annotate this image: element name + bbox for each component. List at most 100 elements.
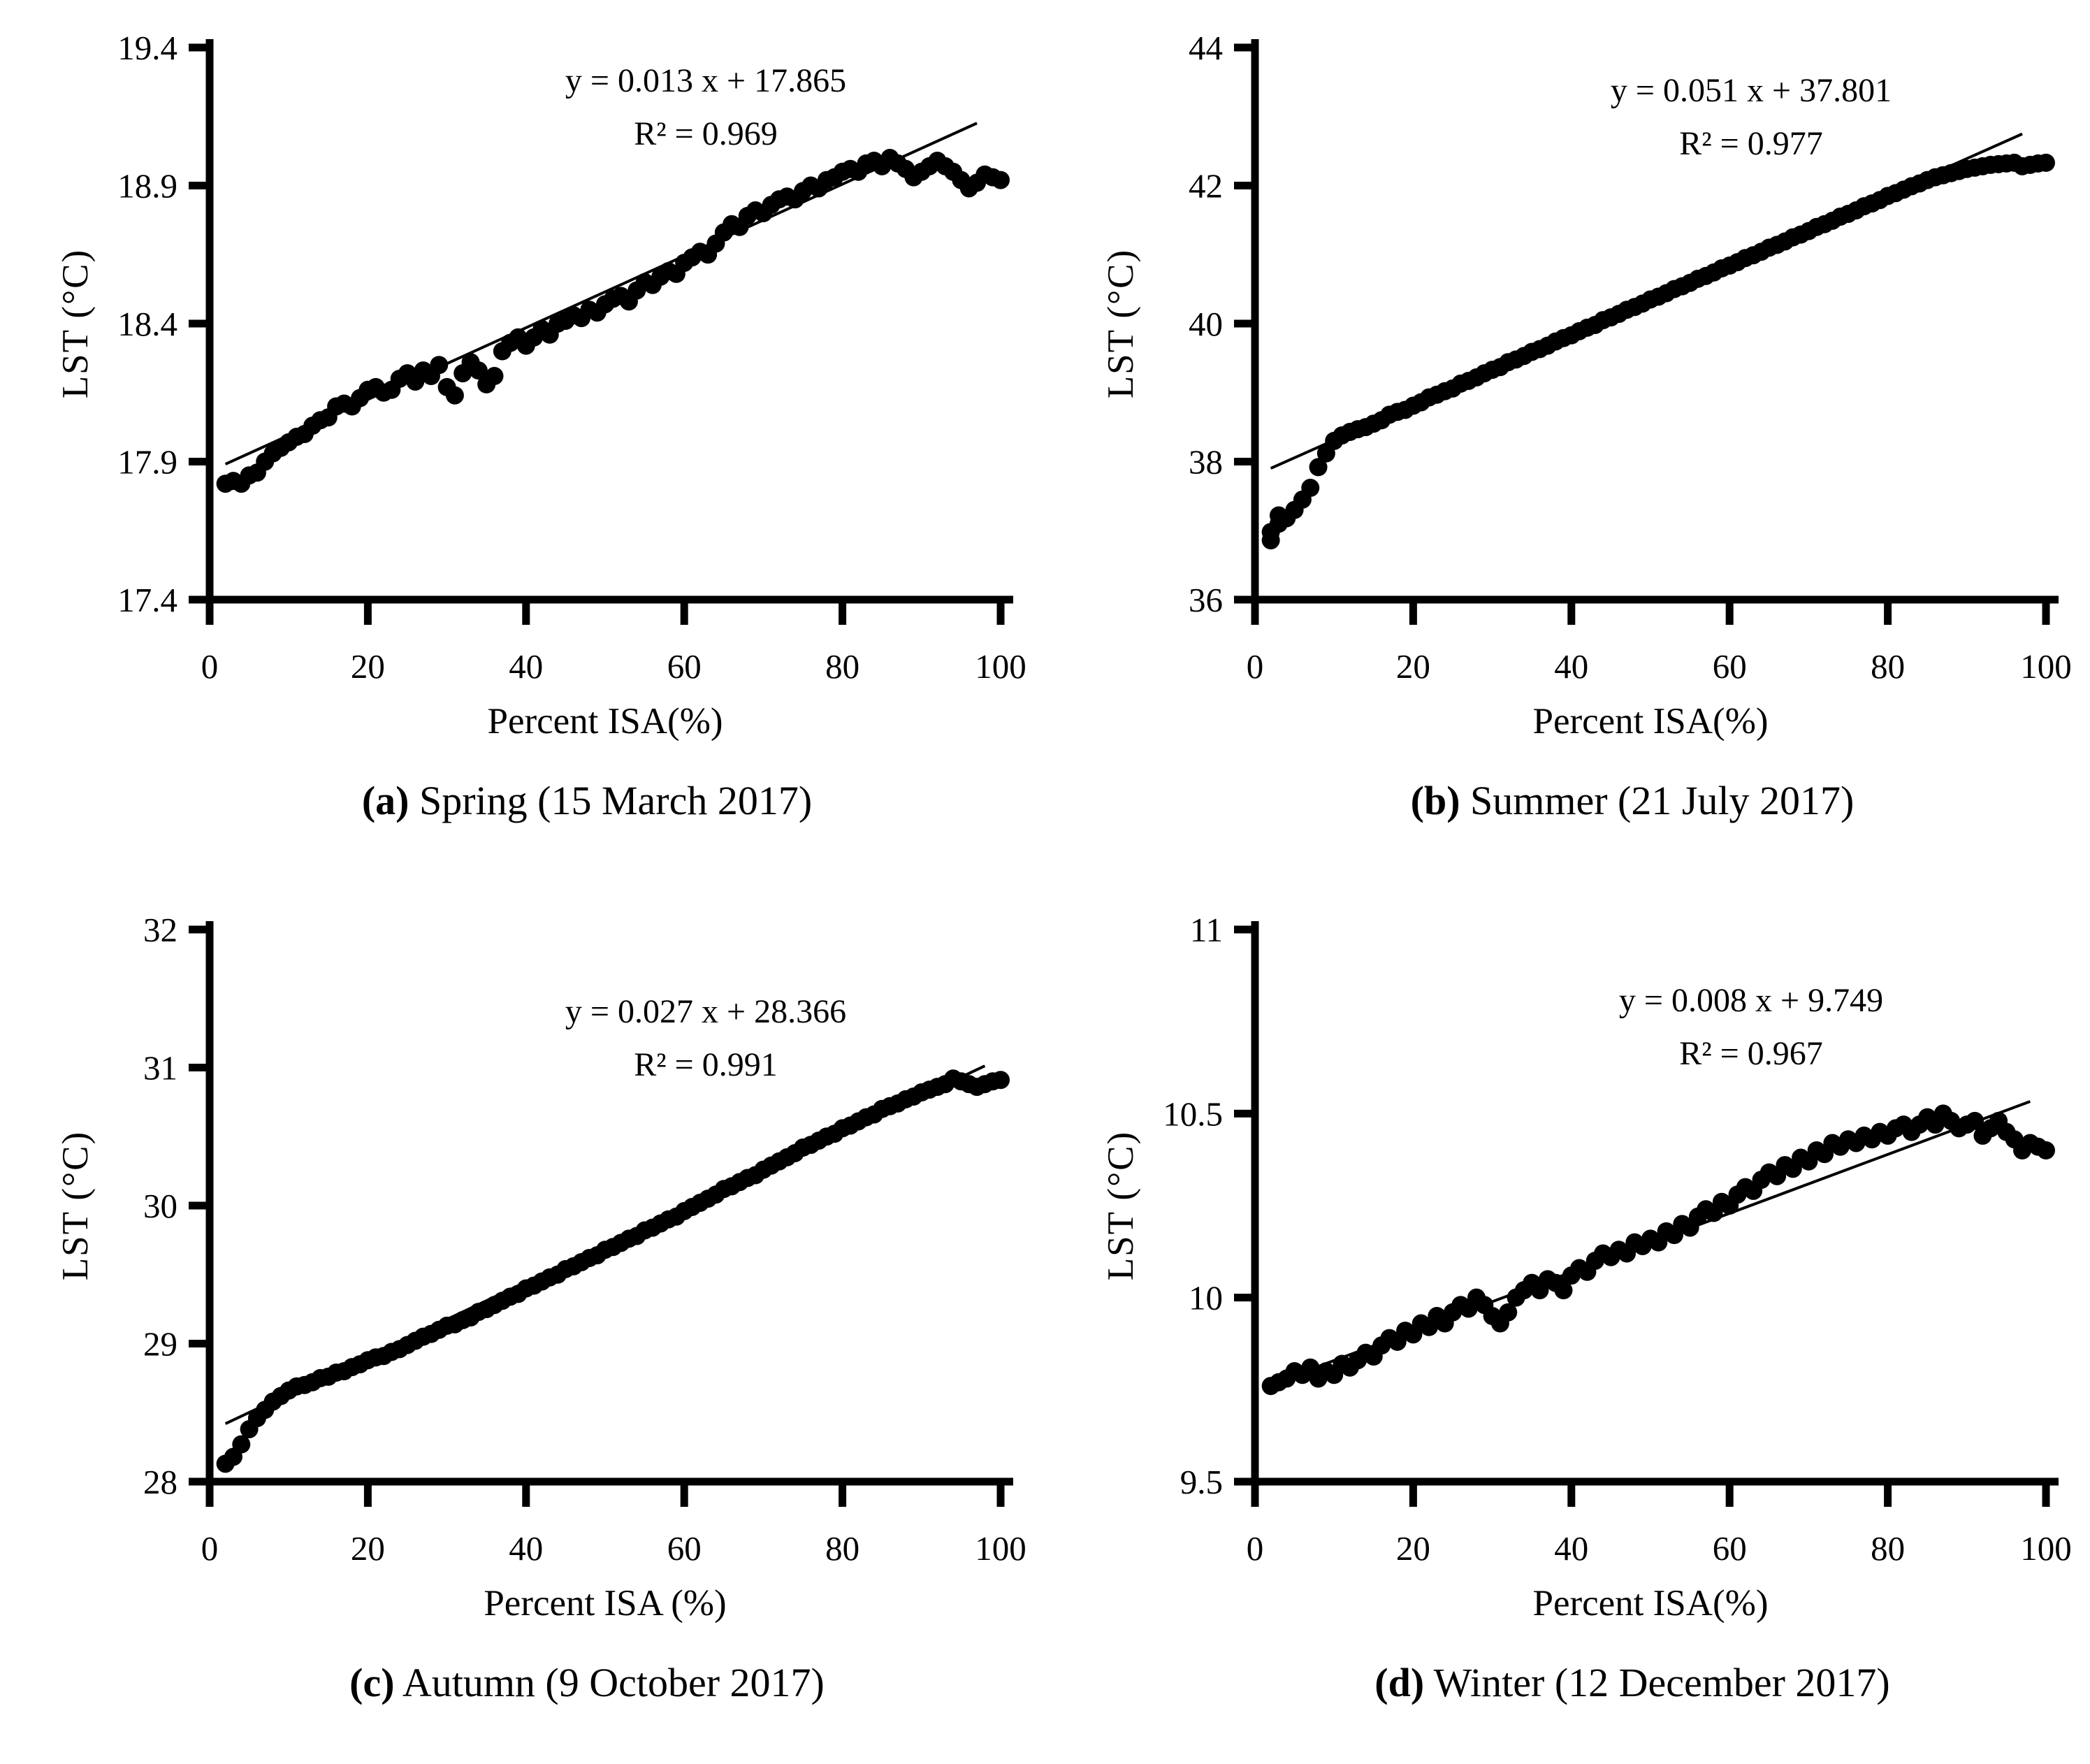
x-axis-title: Percent ISA(%) [1532,1583,1769,1624]
data-point [992,171,1010,189]
scatter-plot-autumn: 28 29 30 31 32 0 20 40 60 80 100 [143,911,1026,1568]
y-tick-label: 18.4 [117,305,177,343]
regression-annotation: y = 0.051 x + 37.801 R² = 0.977 [1611,64,1892,171]
caption-text: Spring (15 March 2017) [409,778,813,823]
r-squared-value: R² = 0.991 [634,1046,778,1083]
x-tick-label: 100 [975,647,1026,686]
r-squared-value: R² = 0.977 [1679,124,1823,162]
y-tick-label: 10.5 [1163,1094,1223,1133]
panel-caption: (d) Winter (12 December 2017) [1374,1659,1889,1706]
data-point [1499,1303,1518,1322]
x-tick-label: 20 [351,647,385,686]
y-tick-label: 28 [143,1463,177,1501]
y-tick-label: 44 [1189,29,1223,67]
y-tick-label: 42 [1189,167,1223,205]
x-tick-label: 40 [509,1529,543,1568]
data-point [992,1071,1010,1090]
panel-spring: 17.4 17.9 18.4 18.9 19.4 0 20 40 60 80 100 LST (°C… [0,0,1045,882]
y-axis-title: LST (°C) [1101,1130,1141,1281]
caption-text: Summer (21 July 2017) [1460,778,1855,823]
r-squared-value: R² = 0.969 [634,115,778,152]
regression-equation: y = 0.027 x + 28.366 [565,993,847,1030]
y-tick-label: 9.5 [1180,1463,1223,1501]
x-tick-label: 20 [1396,1529,1430,1568]
caption-letter: (d) [1374,1660,1425,1705]
r-squared-value: R² = 0.967 [1679,1034,1823,1072]
panel-caption: (a) Spring (15 March 2017) [362,777,812,824]
x-tick-label: 0 [201,647,219,686]
x-axis-title: Percent ISA(%) [487,701,723,742]
panel-caption: (b) Summer (21 July 2017) [1411,777,1855,824]
caption-letter: (a) [361,778,409,823]
x-tick-label: 40 [1554,647,1588,686]
data-point [469,361,488,380]
scatter-plot-spring: 17.4 17.9 18.4 18.9 19.4 0 20 40 60 80 100 [117,29,1026,686]
y-tick-label: 31 [143,1049,177,1087]
y-tick-label: 11 [1190,911,1223,949]
trend-line [224,122,978,465]
x-tick-label: 80 [1871,1529,1905,1568]
x-tick-label: 60 [667,647,702,686]
regression-annotation: y = 0.008 x + 9.749 R² = 0.967 [1619,974,1883,1080]
x-tick-label: 60 [1713,647,1747,686]
caption-text: Autumn (9 October 2017) [394,1660,825,1705]
y-tick-label: 36 [1189,581,1223,619]
data-point [445,386,464,405]
y-axis-title: LST (°C) [55,1130,96,1281]
x-tick-label: 20 [351,1529,385,1568]
x-tick-label: 20 [1396,647,1430,686]
y-tick-label: 19.4 [117,29,177,67]
x-tick-label: 40 [1554,1529,1588,1568]
data-point [2037,1141,2055,1159]
data-point [1554,1281,1573,1300]
x-axis-title: Percent ISA(%) [1532,701,1769,742]
scatter-plot-summer: 36 38 40 42 44 0 20 40 60 80 100 [1189,29,2072,686]
y-tick-label: 30 [143,1187,177,1225]
x-tick-label: 100 [2020,647,2072,686]
trend-line [224,1064,986,1425]
regression-equation: y = 0.008 x + 9.749 [1618,982,1884,1019]
y-tick-label: 18.9 [117,167,177,205]
x-tick-label: 0 [201,1529,219,1568]
x-tick-label: 80 [825,1529,859,1568]
regression-equation: y = 0.051 x + 37.801 [1610,72,1892,109]
data-point [1301,479,1320,498]
x-tick-label: 60 [1713,1529,1747,1568]
y-tick-label: 40 [1189,305,1223,343]
y-axis-title: LST (°C) [1101,248,1141,399]
y-tick-label: 17.4 [117,581,177,619]
x-tick-label: 40 [509,647,543,686]
trend-line [1270,132,2023,470]
x-tick-label: 0 [1247,647,1264,686]
data-point [232,1435,251,1454]
regression-annotation: y = 0.013 x + 17.865 R² = 0.969 [565,55,846,161]
panel-winter: 9.5 10 10.5 11 0 20 40 60 80 100 LST (°C) y = 0.0… [1045,882,2090,1764]
caption-letter: (c) [349,1660,395,1705]
regression-equation: y = 0.013 x + 17.865 [565,62,847,99]
y-tick-label: 32 [143,911,177,949]
y-tick-label: 38 [1189,443,1223,482]
data-points [216,1069,1010,1473]
scatter-plot-winter: 9.5 10 10.5 11 0 20 40 60 80 100 [1163,911,2072,1568]
data-points [1261,1104,2055,1396]
data-point [1309,458,1328,477]
panel-autumn: 28 29 30 31 32 0 20 40 60 80 100 LST (°C) y = 0.02… [0,882,1045,1764]
data-point [485,367,504,386]
y-tick-label: 17.9 [117,443,177,482]
data-point [2037,153,2055,172]
caption-letter: (b) [1410,778,1460,823]
panel-summer: 36 38 40 42 44 0 20 40 60 80 100 LST (°C) y = 0.05… [1045,0,2090,882]
data-points [216,149,1010,493]
x-tick-label: 60 [667,1529,702,1568]
panel-caption: (c) Autumn (9 October 2017) [349,1659,825,1706]
y-axis-title: LST (°C) [55,248,96,399]
x-tick-label: 100 [975,1529,1026,1568]
x-tick-label: 0 [1247,1529,1264,1568]
x-tick-label: 80 [825,647,859,686]
caption-text: Winter (12 December 2017) [1424,1660,1890,1705]
data-points [1261,153,2055,550]
x-tick-label: 100 [2020,1529,2072,1568]
y-tick-label: 10 [1189,1279,1223,1317]
regression-annotation: y = 0.027 x + 28.366 R² = 0.991 [565,985,846,1092]
